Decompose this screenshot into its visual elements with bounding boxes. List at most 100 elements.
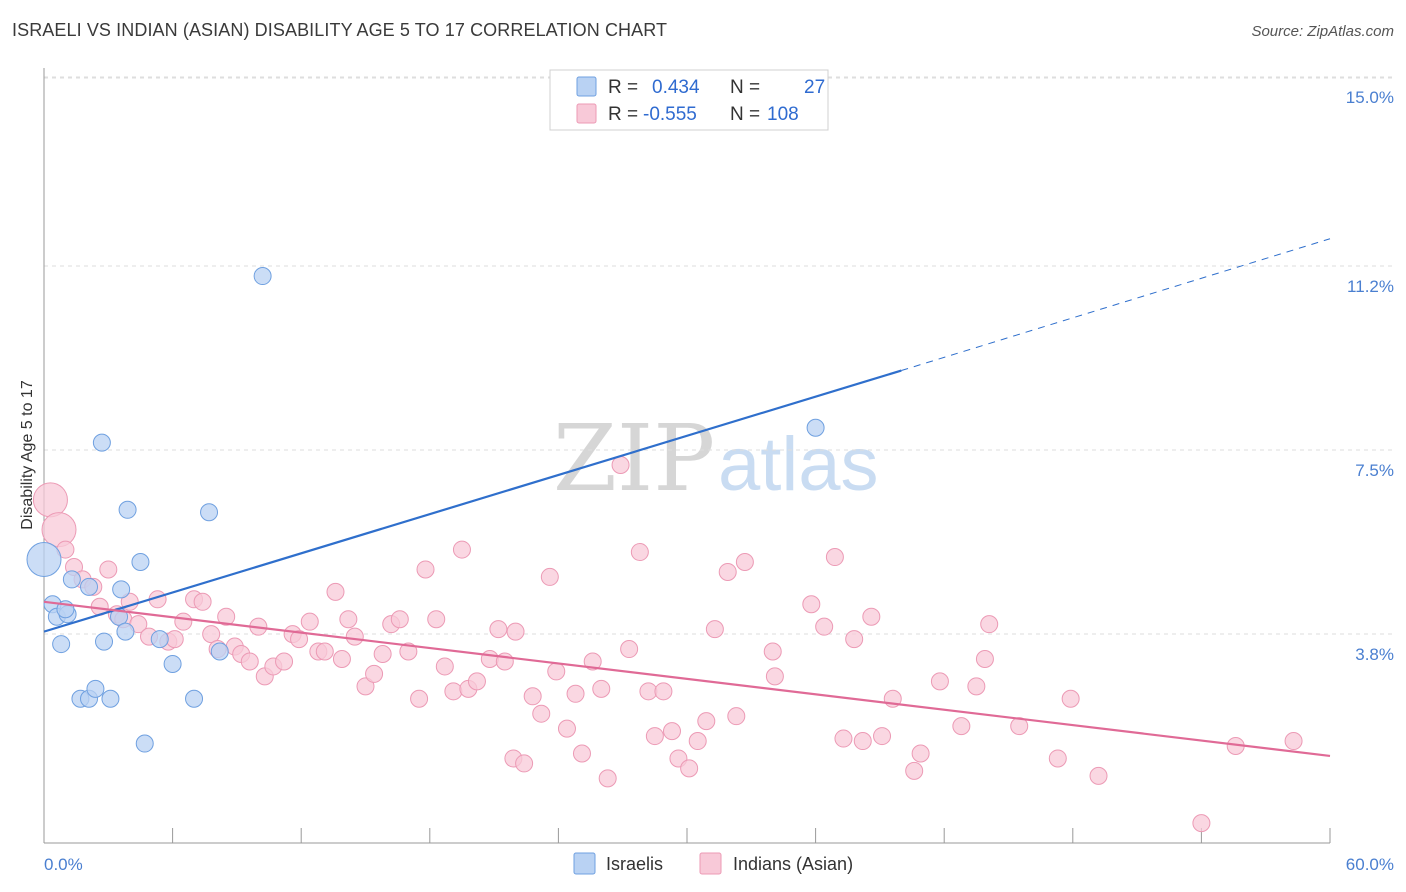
legend-swatch-israelis [576, 76, 597, 97]
data-point [390, 610, 409, 629]
data-point [435, 657, 454, 676]
data-point [480, 649, 499, 668]
legend-r-value-indians-asian: -0.555 [643, 104, 697, 125]
data-point [639, 682, 658, 701]
data-point [523, 687, 542, 706]
data-point [592, 679, 611, 698]
data-point [980, 615, 999, 634]
data-point [95, 632, 114, 651]
series-indians-asian-points [32, 456, 1303, 833]
data-point [300, 612, 319, 631]
data-point [952, 717, 971, 736]
legend-swatch-indians-asian [576, 103, 597, 124]
data-point [873, 727, 892, 746]
data-point [150, 630, 169, 649]
data-point [1192, 814, 1211, 833]
data-point [557, 719, 576, 738]
data-point [26, 542, 62, 578]
legend-n-label-indians-asian: N = [730, 104, 760, 125]
data-point [763, 642, 782, 661]
data-point [862, 607, 881, 626]
data-point [210, 642, 229, 661]
x-ticks [43, 828, 1331, 843]
data-point [399, 642, 418, 661]
data-point [315, 642, 334, 661]
data-point [845, 630, 864, 649]
bottom-legend-swatch-indians-asian [699, 852, 722, 875]
data-point [506, 622, 525, 641]
y-tick-labels: 3.8% 7.5% 11.2% 15.0% [1346, 88, 1394, 664]
data-point [345, 627, 364, 646]
data-point [116, 622, 135, 641]
trend-line-indians-asian [43, 600, 1331, 758]
data-point [1061, 689, 1080, 708]
y-axis-label: Disability Age 5 to 17 [19, 380, 36, 530]
data-point [645, 727, 664, 746]
legend-n-value-israelis: 27 [804, 77, 825, 98]
data-point [975, 649, 994, 668]
y-tick-label: 15.0% [1346, 88, 1394, 107]
x-tick-label-max: 60.0% [1346, 855, 1394, 874]
data-point [705, 620, 724, 639]
data-point [1048, 749, 1067, 768]
data-point [339, 610, 358, 629]
legend-n-label-israelis: N = [730, 77, 760, 98]
data-point [735, 553, 754, 572]
data-point [163, 654, 182, 673]
data-point [540, 567, 559, 586]
gridlines [44, 76, 1394, 635]
data-point [427, 610, 446, 629]
data-point [806, 418, 825, 437]
data-point [911, 744, 930, 763]
data-point [32, 482, 68, 518]
data-point [467, 672, 486, 691]
data-point [101, 689, 120, 708]
stats-legend: R = 0.434 N = 27 R = -0.555 N = 108 [549, 69, 829, 131]
data-point [365, 664, 384, 683]
bottom-legend-swatch-israelis [573, 852, 596, 875]
data-point [1089, 766, 1108, 785]
data-point [86, 679, 105, 698]
data-point [834, 729, 853, 748]
data-point [92, 433, 111, 452]
data-point [200, 503, 219, 522]
legend-r-label-indians-asian: R = [608, 104, 638, 125]
data-point [630, 543, 649, 562]
data-point [52, 635, 71, 654]
data-point [620, 640, 639, 659]
data-point [253, 267, 272, 286]
data-point [356, 677, 375, 696]
data-point [131, 553, 150, 572]
data-point [373, 645, 392, 664]
y-tick-label: 3.8% [1355, 645, 1394, 664]
series-israelis-points [26, 267, 825, 753]
data-point [99, 560, 118, 579]
data-point [80, 577, 99, 596]
data-point [718, 562, 737, 581]
x-tick-label-min: 0.0% [44, 855, 83, 874]
data-point [967, 677, 986, 696]
data-point [332, 649, 351, 668]
data-point [193, 592, 212, 611]
data-point [815, 617, 834, 636]
chart-title: ISRAELI VS INDIAN (ASIAN) DISABILITY AGE… [12, 20, 668, 40]
data-point [202, 625, 221, 644]
data-point [275, 652, 294, 671]
data-point [290, 630, 309, 649]
data-point [547, 662, 566, 681]
data-point [825, 548, 844, 567]
data-point [444, 682, 463, 701]
data-point [410, 689, 429, 708]
data-point [452, 540, 471, 559]
data-point [765, 667, 784, 686]
bottom-legend-label-indians-asian: Indians (Asian) [733, 854, 853, 874]
watermark: ZIP atlas [553, 405, 879, 512]
data-point [62, 570, 81, 589]
bottom-legend-label-israelis: Israelis [606, 854, 663, 874]
watermark-zip: ZIP [553, 405, 715, 512]
data-point [662, 722, 681, 741]
legend-n-value-indians-asian: 108 [767, 104, 799, 125]
data-point [802, 595, 821, 614]
chart-source: Source: ZipAtlas.com [1251, 23, 1394, 40]
data-point [217, 607, 236, 626]
